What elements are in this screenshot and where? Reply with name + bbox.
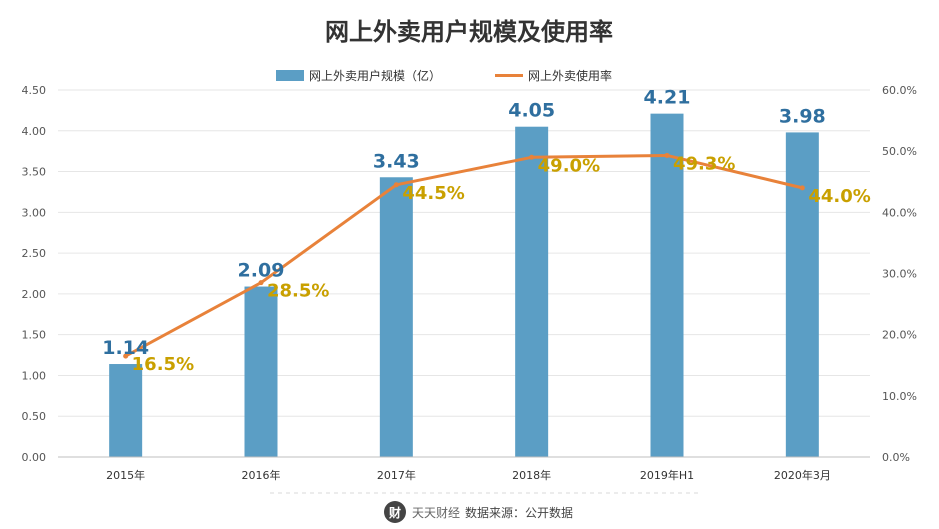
x-tick-label: 2020年3月 — [774, 468, 831, 482]
left-tick-label: 4.00 — [22, 125, 47, 138]
line-value-label: 44.0% — [808, 186, 870, 207]
x-tick-label: 2017年 — [377, 468, 416, 482]
data-labels: 1.14 2.09 3.43 4.05 4.21 3.98 16.5% 28.5% 44.5% 4… — [102, 87, 871, 375]
left-tick-label: 1.50 — [22, 329, 47, 342]
line-point — [123, 353, 129, 359]
gridlines — [58, 89, 870, 458]
footer-logo-text: 天天财经 — [412, 506, 460, 520]
left-tick-label: 2.50 — [22, 247, 47, 260]
line-value-label: 49.0% — [538, 155, 600, 176]
bar-value-label: 2.09 — [238, 260, 285, 282]
line-point — [529, 154, 535, 160]
right-tick-label: 40.0% — [882, 206, 917, 219]
left-tick-label: 2.00 — [22, 288, 47, 301]
legend-bar-label: 网上外卖用户规模（亿） — [309, 68, 441, 83]
bar — [515, 126, 549, 457]
logo-glyph: 财 — [388, 505, 401, 520]
x-tick-label: 2018年 — [512, 468, 551, 482]
footer-source: 数据来源：公开数据 — [465, 505, 573, 520]
line-series — [123, 152, 805, 359]
line-series-path — [124, 153, 803, 358]
left-tick-label: 1.00 — [22, 369, 47, 382]
legend: 网上外卖用户规模（亿） 网上外卖使用率 — [276, 68, 612, 83]
bar-value-label: 4.05 — [508, 100, 555, 122]
left-axis: 0.00 0.50 1.00 1.50 2.00 2.50 3.00 3.50 4.00 4.50 — [22, 84, 47, 464]
left-tick-label: 0.50 — [22, 410, 47, 423]
left-tick-label: 3.00 — [22, 206, 47, 219]
bar — [785, 132, 819, 458]
line-point — [393, 182, 399, 188]
right-axis: 0.0% 10.0% 20.0% 30.0% 40.0% 50.0% 60.0% — [882, 84, 917, 464]
right-tick-label: 60.0% — [882, 84, 917, 97]
line-point — [799, 185, 805, 191]
line-point — [664, 152, 670, 158]
bar — [109, 364, 143, 457]
right-tick-label: 50.0% — [882, 145, 917, 158]
chart-title: 网上外卖用户规模及使用率 — [325, 18, 613, 46]
x-tick-label: 2016年 — [242, 468, 281, 482]
legend-line-label: 网上外卖使用率 — [528, 68, 612, 83]
line-value-label: 16.5% — [132, 354, 194, 375]
x-tick-label: 2019年H1 — [640, 468, 694, 482]
right-tick-label: 0.0% — [882, 451, 910, 464]
right-tick-label: 30.0% — [882, 268, 917, 281]
legend-bar-swatch — [276, 70, 304, 81]
line-value-label: 44.5% — [402, 183, 464, 204]
bar-value-label: 1.14 — [102, 337, 149, 359]
bar — [379, 177, 413, 457]
right-tick-label: 20.0% — [882, 329, 917, 342]
footer: 财 天天财经 数据来源：公开数据 — [270, 492, 700, 523]
right-tick-label: 10.0% — [882, 390, 917, 403]
left-tick-label: 3.50 — [22, 166, 47, 179]
x-tick-label: 2015年 — [106, 468, 145, 482]
line-value-label: 49.3% — [673, 153, 735, 174]
left-tick-label: 4.50 — [22, 84, 47, 97]
bar — [650, 113, 684, 457]
left-tick-label: 0.00 — [22, 451, 47, 464]
x-axis: 2015年 2016年 2017年 2018年 2019年H1 2020年3月 — [58, 456, 870, 482]
bar — [244, 286, 278, 457]
bar-value-label: 3.43 — [373, 150, 420, 172]
line-value-label: 28.5% — [267, 281, 329, 302]
bar-value-label: 3.98 — [779, 105, 826, 127]
line-point — [258, 280, 264, 286]
bar-value-label: 4.21 — [644, 87, 691, 109]
logo-icon — [384, 501, 406, 523]
